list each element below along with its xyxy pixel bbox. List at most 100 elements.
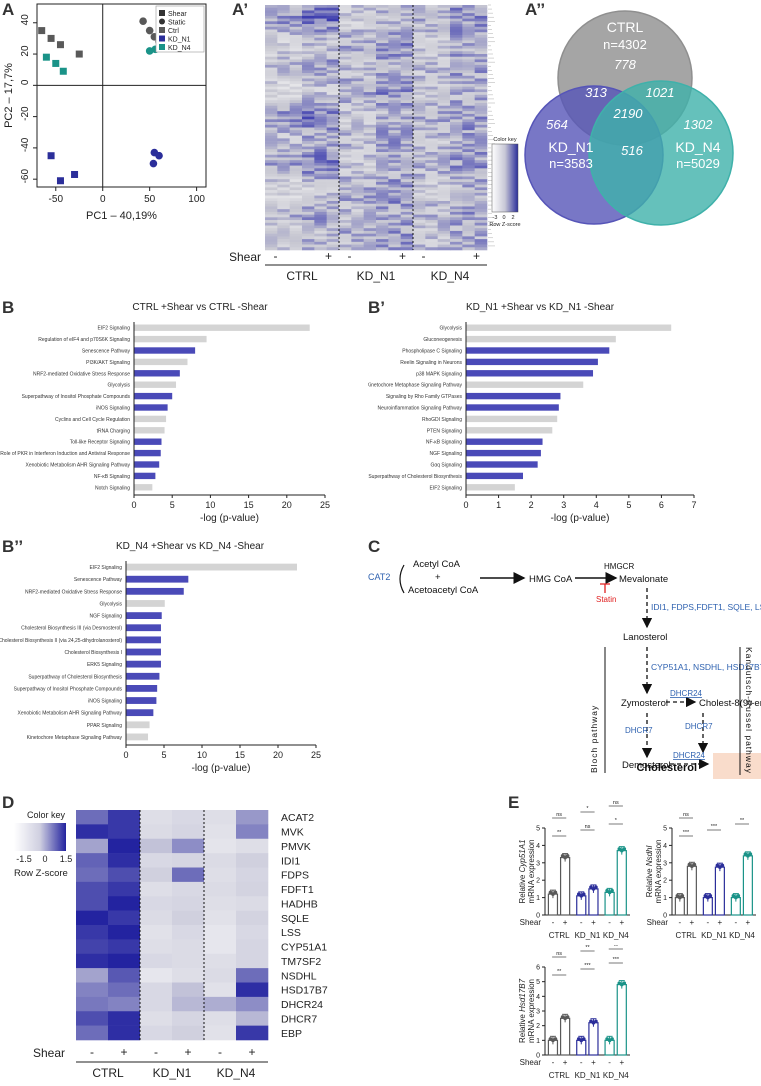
heatmap-cell xyxy=(376,40,389,44)
heatmap-cell xyxy=(400,94,414,98)
heatmap-cell xyxy=(363,54,377,58)
heatmap-cell xyxy=(277,54,290,58)
heatmap-cell xyxy=(413,214,426,218)
heatmap-cell xyxy=(351,75,364,79)
heatmap-cell xyxy=(314,132,327,136)
heatmap-cell xyxy=(351,81,364,85)
heatmap-cell xyxy=(425,173,438,177)
heatmap-cell xyxy=(302,171,315,175)
heatmap-cell xyxy=(289,21,303,25)
qpcr-group-label: CTRL xyxy=(676,931,697,940)
heatmap-cell xyxy=(339,187,352,191)
heatmap-cell xyxy=(314,228,327,232)
heatmap-cell xyxy=(413,59,426,63)
heatmap-cell xyxy=(339,135,352,139)
heatmap-cell xyxy=(376,132,389,136)
heatmap-cell xyxy=(302,141,315,145)
heatmap-cell xyxy=(474,45,488,49)
heatmap-cell xyxy=(326,195,340,199)
heatmap-cell xyxy=(277,192,290,196)
qpcr-group-label: KD_N1 xyxy=(575,1071,601,1080)
heatmap-cell xyxy=(314,108,327,112)
heatmap-cell xyxy=(437,127,451,131)
heatmap-cell xyxy=(437,179,451,183)
qpcr-y-tick-label: 4 xyxy=(536,843,540,850)
heatmap-cell xyxy=(413,78,426,82)
heatmap-cell xyxy=(450,54,463,58)
heatmap-cell xyxy=(437,160,451,164)
heatmap-cell xyxy=(474,179,488,183)
heatmap-cell xyxy=(413,233,426,237)
heatmap-cell xyxy=(363,124,377,128)
heatmap-cell xyxy=(462,149,475,153)
heatmap-cell xyxy=(425,241,438,245)
heatmap-cell xyxy=(314,10,327,14)
heatmap-cell xyxy=(339,201,352,205)
heatmap-cell xyxy=(474,94,488,98)
heatmap-cell xyxy=(413,89,426,93)
heatmap-cell xyxy=(437,171,451,175)
heatmap-cell xyxy=(204,810,237,825)
heatmap-cell xyxy=(265,239,278,243)
heatmap-cell xyxy=(450,75,463,79)
heatmap-cell xyxy=(265,26,278,30)
pca-point-circle xyxy=(139,17,147,26)
heatmap-cell xyxy=(265,83,278,87)
heatmap-cell xyxy=(339,236,352,240)
heatmap-cell xyxy=(388,225,401,229)
heatmap-cell xyxy=(462,111,475,115)
heatmap-cell xyxy=(462,18,475,22)
heatmap-cell xyxy=(314,26,327,30)
heatmap-cell xyxy=(462,7,475,11)
heatmap-cell xyxy=(425,94,438,98)
heatmap-cell xyxy=(339,67,352,71)
heatmap-cell xyxy=(437,119,451,123)
heatmap-cell xyxy=(351,37,364,41)
heatmap-cell xyxy=(265,201,278,205)
heatmap-cell xyxy=(351,111,364,115)
heatmap-cell xyxy=(326,83,340,87)
heatmap-cell xyxy=(450,168,463,172)
heatmap-cell xyxy=(425,32,438,36)
heatmap-cell xyxy=(474,209,488,213)
heatmap-cell xyxy=(289,43,303,47)
heatmap-cell xyxy=(425,171,438,175)
heatmap-cell xyxy=(277,225,290,229)
heatmap-cell xyxy=(277,127,290,131)
qpcr-y-tick-label: 5 xyxy=(536,979,540,986)
heatmap-cell xyxy=(236,939,269,955)
heatmap-cell xyxy=(376,100,389,104)
heatmap-cell xyxy=(425,154,438,158)
heatmap-cell xyxy=(413,124,426,128)
heatmap-cell xyxy=(462,89,475,93)
venn-region-n1-n4: 516 xyxy=(621,143,643,158)
heatmap-cell xyxy=(76,939,109,955)
qpcr-significance-mark: *** xyxy=(711,824,718,830)
heatmap-cell xyxy=(277,40,290,44)
heatmap-cell xyxy=(413,24,426,28)
heatmap-cell xyxy=(236,853,269,868)
heatmap-cell xyxy=(388,143,401,147)
heatmap-cell xyxy=(339,43,352,47)
heatmap-cell xyxy=(289,51,303,55)
heatmap-cell xyxy=(462,29,475,33)
heatmap-cell xyxy=(314,56,327,60)
heatmap-cell xyxy=(363,62,377,66)
heatmap-cell xyxy=(326,173,340,177)
heatmap-cell xyxy=(326,190,340,194)
heatmap-cell xyxy=(376,127,389,131)
heatmap-cell xyxy=(326,92,340,96)
heatmap-cell xyxy=(474,233,488,237)
heatmap-cell xyxy=(265,154,278,158)
heatmap-cell xyxy=(462,192,475,196)
heatmap-cell xyxy=(302,111,315,115)
heatmap-cell xyxy=(425,244,438,248)
heatmap-cell xyxy=(413,32,426,36)
heatmap-cell xyxy=(462,75,475,79)
heatmap-cell xyxy=(437,94,451,98)
heatmap-cell xyxy=(376,21,389,25)
heatmap-cell xyxy=(400,34,414,38)
heatmap-cell xyxy=(314,239,327,243)
heatmap-cell xyxy=(474,113,488,117)
heatmap-cell xyxy=(462,83,475,87)
